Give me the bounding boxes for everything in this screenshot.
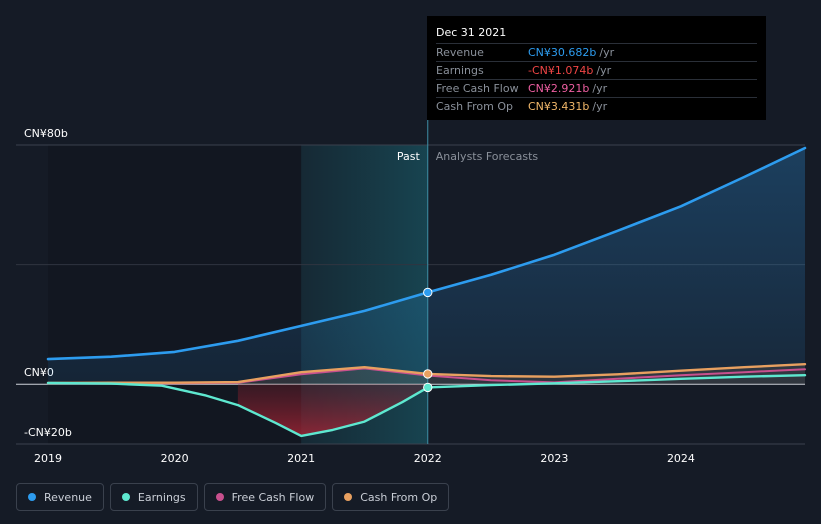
tooltip-label: Revenue	[436, 45, 484, 59]
tooltip-label: Earnings	[436, 63, 484, 77]
tooltip-label: Free Cash Flow	[436, 81, 519, 95]
x-tick-label: 2019	[34, 452, 62, 465]
legend-label: Earnings	[137, 490, 186, 504]
tooltip-label: Cash From Op	[436, 99, 514, 113]
x-tick-label: 2024	[667, 452, 695, 465]
x-tick-label: 2020	[161, 452, 189, 465]
tooltip-value-wrap: CN¥30.682b/yr	[528, 44, 614, 62]
y-tick-label: -CN¥20b	[24, 426, 72, 439]
tooltip-value: CN¥2.921b	[528, 81, 590, 95]
tooltip-unit: /yr	[596, 63, 612, 77]
tooltip-value-wrap: CN¥2.921b/yr	[528, 80, 607, 98]
cash-from-op-marker	[423, 369, 433, 379]
tooltip-value: CN¥3.431b	[528, 99, 590, 113]
tooltip-value: CN¥30.682b	[528, 45, 597, 59]
legend-item-free-cash-flow[interactable]: Free Cash Flow	[203, 483, 327, 511]
legend: Revenue Earnings Free Cash Flow Cash Fro…	[16, 483, 450, 513]
legend-label: Cash From Op	[360, 490, 438, 504]
earnings-marker	[423, 382, 433, 393]
x-tick-label: 2022	[414, 452, 442, 465]
tooltip-unit: /yr	[599, 45, 615, 59]
tooltip-value: -CN¥1.074b	[528, 63, 594, 77]
tooltip-row-earnings: Earnings -CN¥1.074b/yr	[436, 60, 757, 80]
tooltip-value-wrap: -CN¥1.074b/yr	[528, 62, 611, 80]
x-tick-label: 2023	[540, 452, 568, 465]
tooltip-unit: /yr	[592, 81, 608, 95]
legend-label: Revenue	[44, 490, 92, 504]
x-tick-label: 2021	[287, 452, 315, 465]
legend-dot-icon	[344, 493, 353, 501]
tooltip-unit: /yr	[592, 99, 608, 113]
legend-dot-icon	[215, 493, 224, 501]
forecast-label: Analysts Forecasts	[436, 150, 539, 163]
legend-dot-icon	[121, 493, 130, 501]
legend-item-earnings[interactable]: Earnings	[109, 483, 198, 511]
tooltip-row-free-cash-flow: Free Cash Flow CN¥2.921b/yr	[436, 78, 757, 98]
y-tick-label: CN¥0	[24, 366, 54, 379]
legend-label: Free Cash Flow	[231, 490, 315, 504]
legend-item-cash-from-op[interactable]: Cash From Op	[332, 483, 450, 511]
tooltip-date: Dec 31 2021	[436, 26, 507, 39]
legend-dot-icon	[28, 493, 36, 501]
tooltip-row-revenue: Revenue CN¥30.682b/yr	[436, 42, 757, 62]
legend-item-revenue[interactable]: Revenue	[16, 483, 104, 511]
tooltip: Dec 31 2021 Revenue CN¥30.682b/yr Earnin…	[427, 16, 766, 120]
tooltip-value-wrap: CN¥3.431b/yr	[528, 98, 607, 116]
revenue-area	[48, 148, 805, 385]
earnings-line	[46, 374, 807, 438]
y-tick-label: CN¥80b	[24, 127, 68, 140]
earnings-negative-area	[237, 384, 428, 436]
revenue-marker	[423, 287, 433, 298]
tooltip-row-cash-from-op: Cash From Op CN¥3.431b/yr	[436, 96, 757, 116]
past-label: Past	[397, 150, 421, 163]
